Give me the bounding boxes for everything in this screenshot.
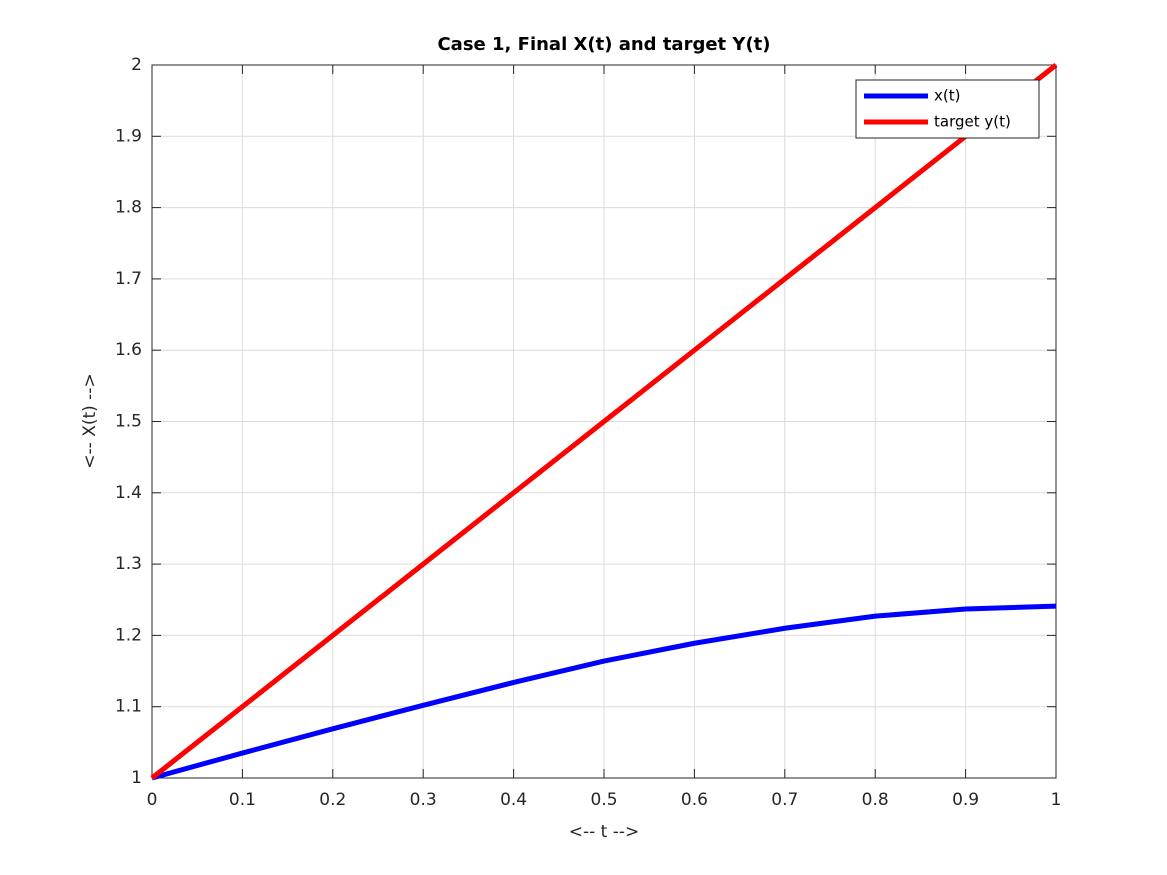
chart-title: Case 1, Final X(t) and target Y(t) (437, 34, 770, 55)
y-tick-label: 1.8 (115, 198, 142, 218)
y-axis-label: <-- X(t) --> (80, 373, 100, 468)
x-tick-label: 0.2 (319, 790, 346, 810)
x-tick-label: 0.1 (229, 790, 256, 810)
y-tick-label: 1 (131, 768, 142, 788)
y-tick-label: 1.3 (115, 554, 142, 574)
x-tick-label: 0.7 (771, 790, 798, 810)
y-tick-label: 2 (131, 55, 142, 75)
y-tick-label: 1.5 (115, 412, 142, 432)
line-series (150, 63, 1058, 780)
x-tick-label: 0.3 (410, 790, 437, 810)
x-tick-label: 0.8 (862, 790, 889, 810)
y-tick-label: 1.4 (115, 483, 142, 503)
y-tick-label: 1.7 (115, 269, 142, 289)
legend-label: x(t) (934, 87, 960, 105)
x-tick-label: 0 (147, 790, 158, 810)
x-tick-label: 0.5 (590, 790, 617, 810)
line-series (151, 603, 1057, 781)
legend-label: target y(t) (934, 113, 1011, 131)
x-tick-label: 0.9 (952, 790, 979, 810)
legend: x(t) target y(t) (855, 79, 1040, 139)
x-tick-label: 0.4 (500, 790, 527, 810)
x-tick-label: 1 (1051, 790, 1062, 810)
x-tick-label: 0.6 (681, 790, 708, 810)
y-tick-label: 1.1 (115, 697, 142, 717)
y-tick-label: 1.2 (115, 625, 142, 645)
legend-box (855, 79, 1040, 139)
y-tick-label: 1.9 (115, 126, 142, 146)
plot-frame (151, 64, 1057, 779)
y-tick-label: 1.6 (115, 340, 142, 360)
x-axis-label: <-- t --> (569, 822, 640, 842)
